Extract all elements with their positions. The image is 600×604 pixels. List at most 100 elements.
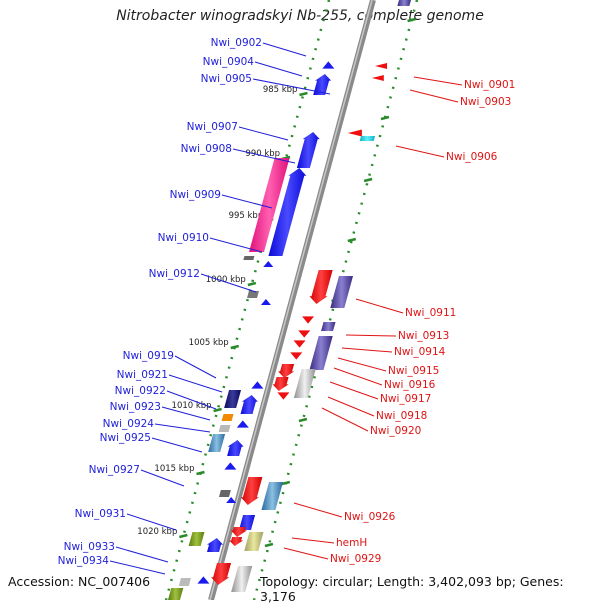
- gene-label[interactable]: Nwi_0910: [158, 232, 263, 253]
- gene-features: [167, 0, 411, 600]
- gene-glyph: [309, 270, 333, 304]
- gene-label[interactable]: Nwi_0914: [341, 346, 446, 358]
- gene-label[interactable]: Nwi_0903: [409, 89, 511, 108]
- gene-glyph: [261, 482, 284, 510]
- svg-text:Nwi_0920: Nwi_0920: [370, 425, 421, 437]
- outer-track-tick: [363, 177, 373, 183]
- gene-glyph: [221, 414, 234, 421]
- ruler-label: 1005 kbp: [189, 338, 229, 348]
- svg-text:Nwi_0901: Nwi_0901: [464, 79, 515, 91]
- svg-text:Nwi_0912: Nwi_0912: [149, 268, 200, 280]
- gene-label[interactable]: Nwi_0927: [89, 464, 185, 487]
- gene-glyph: [240, 477, 263, 505]
- gene-label[interactable]: Nwi_0923: [110, 401, 211, 421]
- svg-text:Nwi_0916: Nwi_0916: [384, 379, 436, 391]
- gene-label[interactable]: Nwi_0929: [283, 547, 381, 565]
- gene-glyph: [208, 434, 226, 452]
- svg-text:Nwi_0929: Nwi_0929: [330, 553, 381, 565]
- gene-glyph: [224, 390, 242, 408]
- gene-label[interactable]: Nwi_0905: [201, 73, 331, 95]
- gene-glyph: [375, 63, 388, 69]
- gene-glyph: [309, 336, 333, 370]
- gene-glyph: [322, 61, 335, 69]
- ruler-label: 985 kbp: [263, 85, 298, 95]
- gene-label[interactable]: Nwi_0921: [117, 369, 223, 393]
- svg-text:Nwi_0933: Nwi_0933: [64, 541, 115, 553]
- gene-label[interactable]: Nwi_0926: [293, 502, 396, 523]
- svg-text:Nwi_0922: Nwi_0922: [115, 385, 166, 397]
- gene-glyph: [207, 538, 224, 552]
- ruler-tick: [179, 533, 188, 539]
- gene-label[interactable]: Nwi_0922: [115, 385, 217, 410]
- ruler-label: 990 kbp: [245, 149, 280, 159]
- gene-label[interactable]: Nwi_0908: [181, 143, 296, 164]
- gene-glyph: [251, 381, 264, 389]
- gene-label[interactable]: Nwi_0907: [187, 121, 289, 141]
- gene-label[interactable]: Nwi_0919: [123, 350, 217, 379]
- gene-label[interactable]: Nwi_0931: [75, 508, 177, 531]
- genome-backbone: [208, 0, 376, 600]
- gene-glyph: [260, 299, 271, 305]
- svg-text:Nwi_0921: Nwi_0921: [117, 369, 168, 381]
- gene-label[interactable]: hemH: [291, 537, 367, 549]
- svg-text:hemH: hemH: [336, 537, 367, 549]
- gene-glyph: [188, 532, 205, 546]
- gene-label[interactable]: Nwi_0911: [355, 298, 456, 319]
- svg-text:Nwi_0902: Nwi_0902: [211, 37, 262, 49]
- gene-label[interactable]: Nwi_0913: [345, 330, 449, 342]
- gene-glyph: [167, 588, 184, 600]
- svg-text:Nwi_0917: Nwi_0917: [380, 393, 431, 405]
- gene-label[interactable]: Nwi_0924: [103, 418, 211, 433]
- ruler-label: 1000 kbp: [206, 275, 246, 285]
- gene-glyph: [347, 129, 362, 137]
- svg-text:Nwi_0904: Nwi_0904: [203, 56, 255, 68]
- inner-dotted-track: [164, 0, 331, 600]
- gene-glyph: [293, 369, 316, 398]
- gene-label[interactable]: Nwi_0918: [327, 396, 427, 422]
- gene-glyph: [231, 566, 253, 592]
- svg-text:Nwi_0919: Nwi_0919: [123, 350, 174, 362]
- gene-glyph: [243, 256, 255, 260]
- ruler-tick: [299, 91, 308, 97]
- gene-glyph: [211, 563, 232, 585]
- svg-text:Nwi_0907: Nwi_0907: [187, 121, 238, 133]
- gene-label[interactable]: Nwi_0915: [337, 357, 439, 377]
- gene-glyph: [330, 276, 354, 308]
- gene-label[interactable]: Nwi_0906: [395, 145, 498, 163]
- outer-track-tick: [407, 17, 416, 23]
- outer-track-tick: [298, 417, 308, 423]
- svg-text:Nwi_0910: Nwi_0910: [158, 232, 209, 244]
- gene-glyph: [197, 576, 210, 584]
- outer-track-tick: [281, 480, 291, 486]
- svg-text:Nwi_0913: Nwi_0913: [398, 330, 449, 342]
- gene-label[interactable]: Nwi_0909: [170, 189, 273, 209]
- gene-label[interactable]: Nwi_0904: [203, 56, 303, 77]
- gene-label[interactable]: Nwi_0933: [64, 541, 169, 563]
- gene-label[interactable]: Nwi_0902: [211, 37, 307, 57]
- gene-glyph: [226, 497, 237, 503]
- gene-label[interactable]: Nwi_0912: [149, 268, 257, 293]
- gene-label[interactable]: Nwi_0901: [413, 76, 515, 91]
- gene-glyph: [293, 340, 306, 348]
- ruler-label: 1020 kbp: [137, 527, 177, 537]
- gene-glyph: [263, 261, 274, 267]
- outer-track-tick: [380, 115, 390, 121]
- gene-label[interactable]: Nwi_0934: [58, 555, 166, 575]
- svg-text:Nwi_0914: Nwi_0914: [394, 346, 446, 358]
- gene-label[interactable]: Nwi_0916: [333, 367, 436, 391]
- ruler-tick: [213, 407, 222, 413]
- accession-text: Accession: NC_007406: [8, 574, 151, 589]
- svg-text:Nwi_0931: Nwi_0931: [75, 508, 126, 520]
- gene-glyph: [247, 291, 259, 298]
- gene-glyph: [224, 462, 237, 470]
- kbp-ruler: 985 kbp 990 kbp 995 kbp 1000 kbp 1005 kbp 101…: [137, 17, 416, 548]
- gene-label[interactable]: Nwi_0917: [329, 381, 431, 405]
- gene-label[interactable]: Nwi_0920: [321, 407, 421, 437]
- gene-glyph: [249, 158, 290, 252]
- gene-glyph: [218, 490, 231, 497]
- gene-glyph: [218, 425, 231, 432]
- svg-text:Nwi_0926: Nwi_0926: [344, 511, 396, 523]
- gene-glyph: [238, 515, 256, 530]
- gene-label[interactable]: Nwi_0925: [100, 432, 203, 453]
- svg-text:Nwi_0903: Nwi_0903: [460, 96, 511, 108]
